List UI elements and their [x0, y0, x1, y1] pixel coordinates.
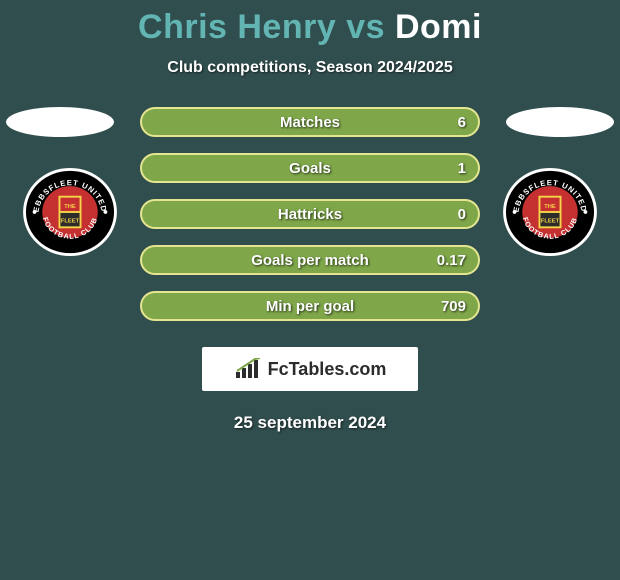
svg-text:THE: THE: [64, 204, 76, 210]
stat-label: Matches: [280, 114, 340, 131]
player1-avatar-placeholder: [6, 107, 114, 137]
stats-rows: Matches 6 Goals 1 Hattricks 0 Goals per match 0…: [140, 107, 480, 321]
page-title: Chris Henry vs Domi: [0, 0, 620, 47]
stat-right-value: 0: [458, 206, 466, 223]
svg-text:THE: THE: [544, 204, 556, 210]
stat-right-value: 0.17: [437, 252, 466, 269]
player2-avatar-placeholder: [506, 107, 614, 137]
content-area: EBBSFLEET UNITED FOOTBALL CLUB THE FLEET…: [0, 107, 620, 321]
player1-club-badge: EBBSFLEET UNITED FOOTBALL CLUB THE FLEET: [22, 167, 118, 257]
stat-row: Matches 6: [140, 107, 480, 137]
stat-right-value: 6: [458, 114, 466, 131]
player2-name: Domi: [395, 8, 482, 46]
subtitle: Club competitions, Season 2024/2025: [0, 59, 620, 77]
stat-label: Hattricks: [278, 206, 342, 223]
stat-label: Min per goal: [266, 298, 354, 315]
svg-text:FLEET: FLEET: [541, 219, 560, 225]
stat-right-value: 709: [441, 298, 466, 315]
stat-row: Hattricks 0: [140, 199, 480, 229]
vs-text: vs: [336, 8, 395, 46]
stat-row: Min per goal 709: [140, 291, 480, 321]
player1-name: Chris Henry: [138, 8, 336, 46]
stat-row: Goals per match 0.17: [140, 245, 480, 275]
brand-chart-icon: [234, 358, 264, 380]
player2-club-badge: EBBSFLEET UNITED FOOTBALL CLUB THE FLEET: [502, 167, 598, 257]
brand-box: FcTables.com: [202, 347, 418, 391]
stat-label: Goals: [289, 160, 331, 177]
brand-text: FcTables.com: [268, 359, 387, 380]
date-text: 25 september 2024: [0, 413, 620, 433]
stat-label: Goals per match: [251, 252, 369, 269]
stat-row: Goals 1: [140, 153, 480, 183]
svg-text:FLEET: FLEET: [61, 219, 80, 225]
stat-right-value: 1: [458, 160, 466, 177]
